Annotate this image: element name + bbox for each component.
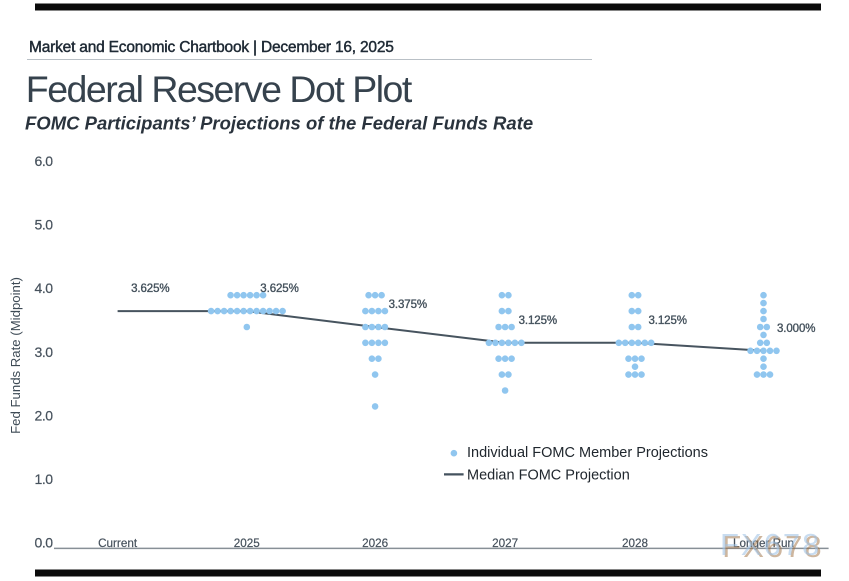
svg-text:3.0: 3.0: [35, 344, 54, 360]
svg-text:2026: 2026: [362, 537, 388, 550]
svg-text:2028: 2028: [622, 537, 648, 550]
svg-text:2025: 2025: [234, 537, 261, 550]
svg-text:5.0: 5.0: [35, 217, 54, 233]
svg-text:3.625%: 3.625%: [260, 283, 298, 295]
svg-text:1.0: 1.0: [35, 471, 54, 487]
svg-text:2027: 2027: [492, 537, 518, 550]
svg-text:Median FOMC Projection: Median FOMC Projection: [467, 468, 630, 484]
svg-text:3.000%: 3.000%: [777, 323, 815, 335]
svg-text:FX678: FX678: [722, 529, 823, 564]
svg-text:3.625%: 3.625%: [131, 283, 169, 295]
svg-text:6.0: 6.0: [35, 153, 54, 169]
svg-text:3.375%: 3.375%: [389, 299, 427, 311]
svg-text:Fed Funds Rate (Midpoint): Fed Funds Rate (Midpoint): [8, 277, 23, 434]
svg-text:FOMC Participants’ Projections: FOMC Participants’ Projections of the Fe…: [25, 113, 533, 134]
svg-text:3.125%: 3.125%: [519, 315, 557, 327]
svg-text:FX678: FX678: [720, 527, 821, 562]
svg-text:Current: Current: [98, 537, 138, 550]
svg-text:0.0: 0.0: [35, 535, 54, 551]
svg-text:2.0: 2.0: [35, 407, 54, 423]
svg-text:Market and Economic Chartbook: Market and Economic Chartbook | December…: [29, 39, 394, 56]
svg-text:Longer Run: Longer Run: [733, 537, 794, 550]
svg-text:4.0: 4.0: [35, 280, 54, 296]
svg-text:3.125%: 3.125%: [649, 315, 687, 327]
svg-text:Federal Reserve Dot Plot: Federal Reserve Dot Plot: [26, 68, 413, 110]
svg-text:Individual FOMC Member Project: Individual FOMC Member Projections: [467, 445, 708, 461]
